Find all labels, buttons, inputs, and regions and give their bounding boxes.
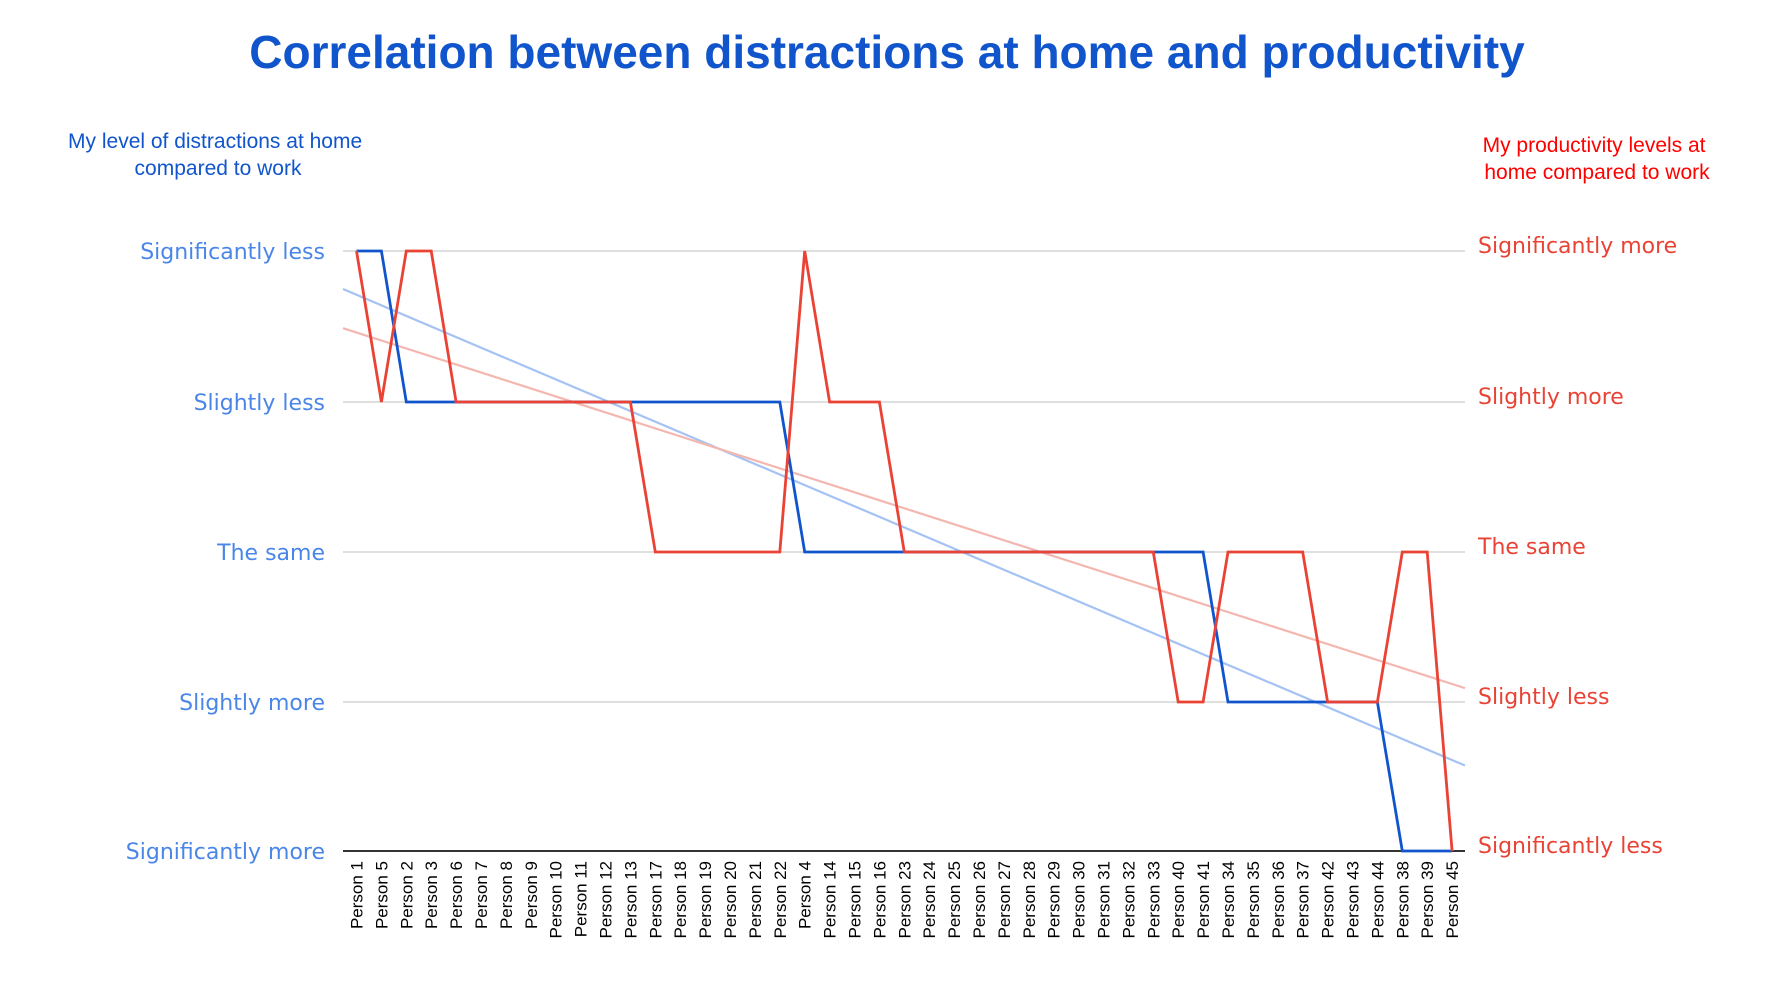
right-tick-label: Slightly less xyxy=(1478,685,1609,710)
category-label: Person 15 xyxy=(846,861,865,939)
category-label: Person 29 xyxy=(1045,861,1064,939)
category-label: Person 30 xyxy=(1070,861,1089,939)
category-label: Person 12 xyxy=(597,861,616,939)
category-label: Person 40 xyxy=(1169,861,1188,939)
category-label: Person 17 xyxy=(646,861,665,939)
right-tick-label: Slightly more xyxy=(1478,385,1624,410)
left-tick-label: Slightly less xyxy=(194,391,325,416)
category-label: Person 45 xyxy=(1443,861,1462,939)
category-label: Person 24 xyxy=(920,861,939,939)
category-label: Person 36 xyxy=(1269,861,1288,939)
category-label: Person 2 xyxy=(397,861,416,929)
category-label: Person 44 xyxy=(1368,861,1387,939)
category-label: Person 11 xyxy=(572,861,591,937)
category-label: Person 39 xyxy=(1418,861,1437,939)
left-axis-title-line-1: My level of distractions at home xyxy=(68,130,362,153)
left-tick-label: The same xyxy=(216,541,325,566)
left-axis-title: My level of distractions at home compare… xyxy=(68,130,368,180)
axis-ticks: Significantly less Slightly less The same S… xyxy=(126,234,1677,865)
category-label: Person 1 xyxy=(348,861,367,929)
category-label: Person 37 xyxy=(1294,861,1313,939)
right-axis-title-line-1: My productivity levels at xyxy=(1483,134,1706,157)
right-tick-label: Significantly more xyxy=(1478,234,1677,259)
category-label: Person 34 xyxy=(1219,861,1238,939)
category-label: Person 27 xyxy=(995,861,1014,939)
right-trendline xyxy=(342,327,1466,690)
category-label: Person 18 xyxy=(671,861,690,939)
left-trendline xyxy=(342,288,1466,767)
left-tick-label: Significantly more xyxy=(126,840,325,865)
left-tick-label: Significantly less xyxy=(140,240,325,265)
category-labels: Person 1 Person 5 Person 2 Person 3 Person 6… xyxy=(348,861,1463,939)
category-label: Person 8 xyxy=(497,861,516,929)
category-label: Person 21 xyxy=(746,861,765,939)
category-label: Person 10 xyxy=(547,861,566,939)
category-label: Person 28 xyxy=(1020,861,1039,939)
category-label: Person 43 xyxy=(1344,861,1363,939)
category-label: Person 5 xyxy=(372,861,391,929)
category-label: Person 4 xyxy=(796,861,815,929)
chart-title: Correlation between distractions at home… xyxy=(249,26,1525,78)
series-lines xyxy=(355,249,1454,853)
category-label: Person 13 xyxy=(621,861,640,939)
right-axis-title: My productivity levels at home compared … xyxy=(1483,134,1712,184)
category-label: Person 16 xyxy=(870,861,889,939)
right-axis-title-line-2: home compared to work xyxy=(1484,161,1710,184)
category-label: Person 9 xyxy=(522,861,541,929)
right-series-line xyxy=(355,249,1454,852)
left-tick-label: Slightly more xyxy=(179,691,325,716)
category-label: Person 35 xyxy=(1244,861,1263,939)
category-label: Person 32 xyxy=(1119,861,1138,939)
right-tick-label: The same xyxy=(1477,535,1586,560)
category-label: Person 25 xyxy=(945,861,964,939)
right-tick-label: Significantly less xyxy=(1478,834,1663,859)
category-label: Person 6 xyxy=(447,861,466,929)
left-axis-title-line-2: compared to work xyxy=(135,157,302,180)
category-label: Person 3 xyxy=(422,861,441,929)
category-label: Person 42 xyxy=(1319,861,1338,939)
category-label: Person 20 xyxy=(721,861,740,939)
category-label: Person 14 xyxy=(821,861,840,939)
category-label: Person 23 xyxy=(895,861,914,939)
category-label: Person 19 xyxy=(696,861,715,939)
category-label: Person 31 xyxy=(1095,861,1114,939)
category-label: Person 22 xyxy=(771,861,790,939)
trendlines xyxy=(342,288,1466,767)
category-label: Person 26 xyxy=(970,861,989,939)
category-label: Person 38 xyxy=(1393,861,1412,939)
category-label: Person 33 xyxy=(1144,861,1163,939)
category-label: Person 41 xyxy=(1194,861,1213,939)
category-label: Person 7 xyxy=(472,861,491,929)
